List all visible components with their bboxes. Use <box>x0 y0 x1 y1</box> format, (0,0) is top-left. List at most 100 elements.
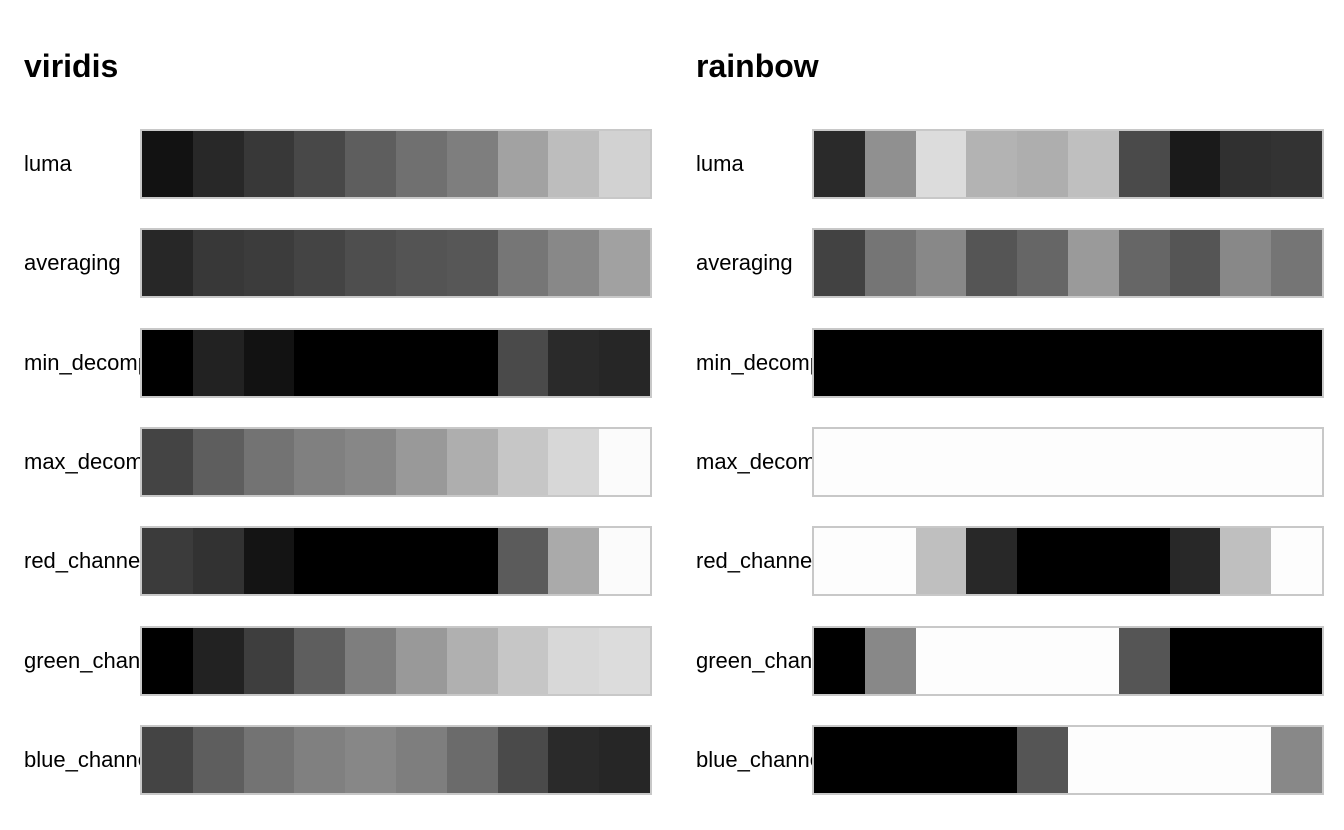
color-swatch <box>1118 428 1170 495</box>
color-swatch <box>1017 726 1068 793</box>
color-swatch <box>599 131 650 197</box>
colorstrip-row: max_decomp <box>24 426 674 497</box>
color-swatch <box>915 131 967 197</box>
color-swatch <box>1118 230 1170 297</box>
color-swatch <box>192 428 244 495</box>
color-swatch <box>446 230 498 297</box>
colorstrip-row: green_channel <box>24 625 674 696</box>
color-swatch <box>1271 329 1322 396</box>
row-label: luma <box>696 151 744 176</box>
color-swatch <box>142 131 193 197</box>
color-swatch <box>243 428 295 495</box>
color-swatch <box>599 329 650 396</box>
color-swatch <box>243 726 295 793</box>
row-label: red_channel <box>696 548 812 574</box>
color-swatch <box>548 726 600 793</box>
color-swatch <box>1169 726 1221 793</box>
panel-title: viridis <box>24 48 119 84</box>
color-swatch <box>1220 428 1272 495</box>
color-strip <box>812 426 1324 497</box>
color-strip <box>812 625 1324 696</box>
row-label: green_channel <box>696 647 812 673</box>
color-swatch <box>294 230 346 297</box>
color-swatch <box>446 627 498 694</box>
color-swatch <box>1220 528 1272 595</box>
color-strip <box>140 625 652 696</box>
color-swatch <box>599 528 650 595</box>
color-swatch <box>864 131 916 197</box>
colorstrip-row: blue_channel <box>24 724 674 795</box>
color-swatch <box>142 329 193 396</box>
color-swatch <box>446 131 498 197</box>
color-swatch <box>1067 230 1119 297</box>
color-swatch <box>1118 131 1170 197</box>
color-swatch <box>1271 131 1322 197</box>
color-swatch <box>915 428 967 495</box>
color-swatch <box>1271 528 1322 595</box>
row-label: min_decomp <box>24 349 140 375</box>
color-swatch <box>395 528 447 595</box>
color-swatch <box>395 131 447 197</box>
color-swatch <box>548 131 600 197</box>
color-swatch <box>1220 230 1272 297</box>
color-swatch <box>1067 726 1119 793</box>
color-swatch <box>1017 528 1068 595</box>
color-swatch <box>497 131 549 197</box>
color-swatch <box>294 627 346 694</box>
color-swatch <box>345 329 396 396</box>
color-swatch <box>243 528 295 595</box>
color-swatch <box>1118 726 1170 793</box>
color-swatch <box>142 428 193 495</box>
color-swatch <box>864 726 916 793</box>
color-swatch <box>497 230 549 297</box>
color-strip <box>812 526 1324 597</box>
color-swatch <box>1169 131 1221 197</box>
colorstrip-row: green_channel <box>696 625 1344 696</box>
color-swatch <box>1169 230 1221 297</box>
colorstrip-row: min_decomp <box>696 327 1344 398</box>
color-swatch <box>915 627 967 694</box>
color-swatch <box>294 726 346 793</box>
color-swatch <box>915 726 967 793</box>
color-swatch <box>1271 726 1322 793</box>
color-swatch <box>345 428 396 495</box>
color-strip <box>812 228 1324 299</box>
color-swatch <box>1017 131 1068 197</box>
color-strip <box>812 129 1324 199</box>
color-swatch <box>294 131 346 197</box>
color-swatch <box>345 528 396 595</box>
color-swatch <box>1271 428 1322 495</box>
row-label: min_decomp <box>696 349 812 375</box>
color-swatch <box>446 428 498 495</box>
color-swatch <box>192 627 244 694</box>
color-swatch <box>142 627 193 694</box>
color-swatch <box>966 528 1018 595</box>
color-swatch <box>864 428 916 495</box>
color-swatch <box>345 627 396 694</box>
color-swatch <box>1220 627 1272 694</box>
row-label: max_decomp <box>24 448 140 474</box>
color-swatch <box>966 329 1018 396</box>
color-swatch <box>915 230 967 297</box>
color-swatch <box>446 329 498 396</box>
color-swatch <box>345 230 396 297</box>
colorstrip-row: red_channel <box>696 526 1344 597</box>
color-swatch <box>864 627 916 694</box>
color-swatch <box>1067 627 1119 694</box>
color-swatch <box>345 131 396 197</box>
color-swatch <box>1169 528 1221 595</box>
colorstrip-row: max_decomp <box>696 426 1344 497</box>
color-swatch <box>1118 528 1170 595</box>
color-swatch <box>966 726 1018 793</box>
color-swatch <box>814 726 865 793</box>
color-swatch <box>497 726 549 793</box>
color-swatch <box>142 528 193 595</box>
row-label: averaging <box>24 250 121 276</box>
color-strip <box>140 327 652 398</box>
color-swatch <box>1017 627 1068 694</box>
color-swatch <box>395 428 447 495</box>
color-swatch <box>599 428 650 495</box>
color-swatch <box>345 726 396 793</box>
color-swatch <box>243 131 295 197</box>
color-swatch <box>1169 627 1221 694</box>
